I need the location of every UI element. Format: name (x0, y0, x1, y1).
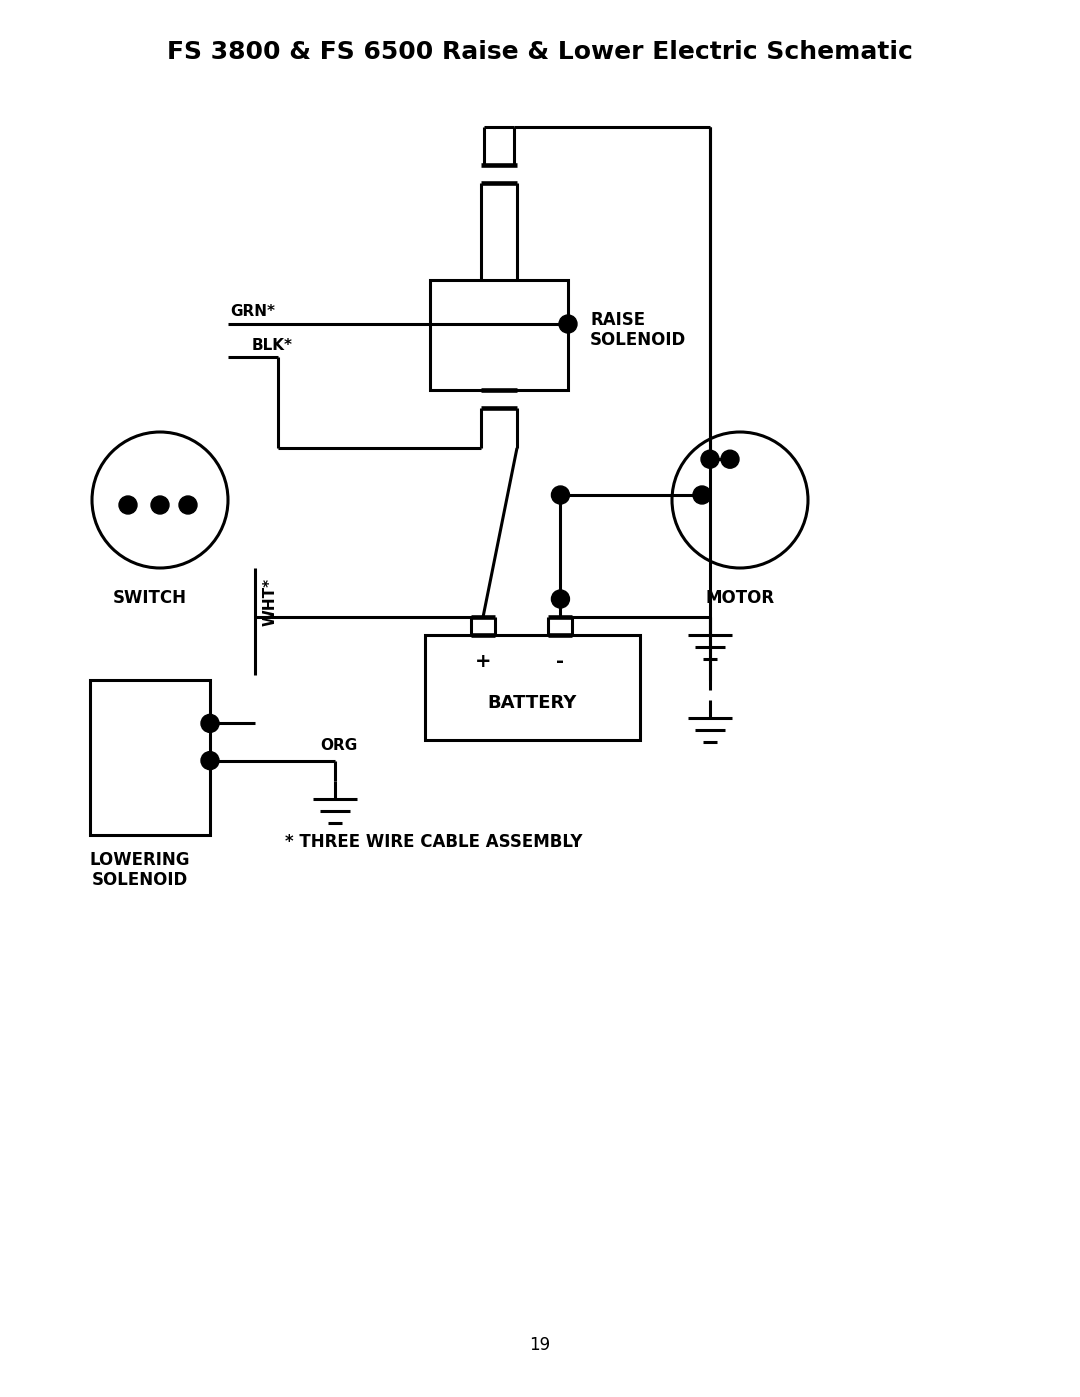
Text: RAISE
SOLENOID: RAISE SOLENOID (590, 310, 686, 349)
Text: * THREE WIRE CABLE ASSEMBLY: * THREE WIRE CABLE ASSEMBLY (285, 833, 582, 851)
Text: FS 3800 & FS 6500 Raise & Lower Electric Schematic: FS 3800 & FS 6500 Raise & Lower Electric… (167, 41, 913, 64)
Text: SWITCH: SWITCH (113, 590, 187, 608)
Circle shape (721, 450, 739, 468)
Circle shape (701, 450, 719, 468)
Circle shape (672, 432, 808, 569)
Circle shape (119, 496, 137, 514)
Circle shape (201, 752, 219, 770)
Circle shape (552, 486, 569, 504)
Circle shape (92, 432, 228, 569)
Circle shape (179, 496, 197, 514)
Text: MOTOR: MOTOR (705, 590, 774, 608)
Bar (430, 279, 568, 390)
Circle shape (693, 486, 711, 504)
Text: LOWERING
SOLENOID: LOWERING SOLENOID (90, 851, 190, 890)
Text: -: - (556, 652, 565, 671)
Text: 19: 19 (529, 1336, 551, 1354)
Text: BLK*: BLK* (252, 338, 293, 352)
Text: BATTERY: BATTERY (488, 694, 577, 712)
Circle shape (201, 714, 219, 732)
Text: +: + (475, 652, 491, 671)
Circle shape (151, 496, 168, 514)
Text: ORG: ORG (320, 738, 357, 753)
Circle shape (552, 590, 569, 608)
Text: GRN*: GRN* (230, 305, 275, 320)
Text: WHT*: WHT* (264, 578, 278, 626)
Circle shape (559, 314, 577, 332)
Bar (90, 680, 210, 835)
Bar (426, 636, 640, 740)
